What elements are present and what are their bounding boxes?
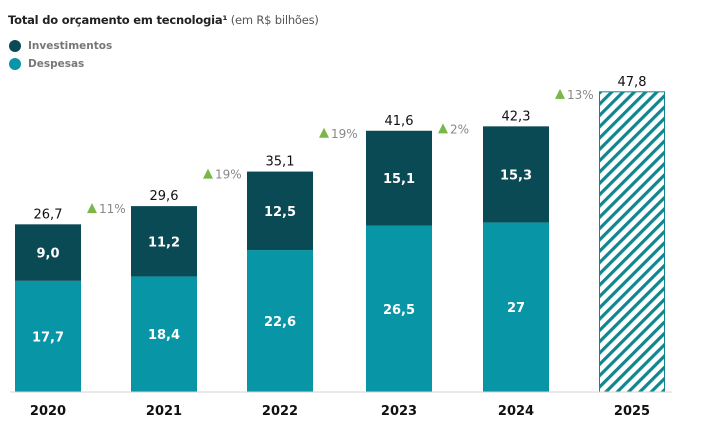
growth-label-1: 11%	[99, 202, 126, 216]
data-label-despesas-2023: 26,5	[383, 303, 415, 318]
total-label-2020: 26,7	[34, 207, 63, 222]
x-tick-label-2020: 2020	[30, 404, 66, 419]
chart-title: Total do orçamento em tecnologia¹ (em R$…	[8, 13, 319, 27]
bar-despesas-2021	[131, 276, 197, 392]
total-label-2025: 47,8	[618, 75, 647, 90]
x-tick-label-2022: 2022	[262, 404, 298, 419]
data-label-despesas-2024: 27	[507, 301, 525, 316]
data-label-investimentos-2024: 15,3	[500, 168, 532, 183]
legend-label-investimentos: Investimentos	[28, 40, 113, 52]
bar-forecast-2025	[599, 91, 665, 393]
data-label-investimentos-2023: 15,1	[383, 172, 415, 187]
data-label-despesas-2021: 18,4	[148, 328, 180, 343]
legend-item-investimentos: Investimentos	[9, 40, 112, 52]
bar-investimentos-2022	[247, 171, 313, 251]
growth-label-3: 19%	[331, 127, 358, 141]
bar-investimentos-2020	[15, 224, 81, 281]
data-label-despesas-2022: 22,6	[264, 315, 296, 330]
bar-despesas-2023	[366, 225, 432, 392]
growth-arrow-icon-1	[87, 203, 97, 214]
growth-label-5: 13%	[567, 88, 594, 102]
legend-item-despesas: Despesas	[9, 58, 84, 70]
bar-despesas-2020	[15, 280, 81, 392]
growth-arrow-icon-5	[555, 88, 565, 99]
data-label-investimentos-2021: 11,2	[148, 235, 180, 250]
data-label-investimentos-2020: 9,0	[36, 247, 59, 262]
x-tick-label-2023: 2023	[381, 404, 417, 419]
growth-arrow-icon-2	[203, 168, 213, 179]
bar-investimentos-2023	[366, 130, 432, 226]
x-tick-label-2025: 2025	[614, 404, 650, 419]
growth-arrow-icon-3	[319, 127, 329, 138]
legend-swatch-despesas	[9, 58, 21, 70]
total-label-2021: 29,6	[150, 189, 179, 204]
total-label-2022: 35,1	[266, 155, 295, 170]
growth-arrow-icon-4	[438, 123, 448, 134]
total-label-2024: 42,3	[502, 109, 531, 124]
x-tick-label-2021: 2021	[146, 404, 182, 419]
growth-label-4: 2%	[450, 122, 469, 136]
legend-label-despesas: Despesas	[28, 58, 85, 70]
x-tick-label-2024: 2024	[498, 404, 534, 419]
data-label-investimentos-2022: 12,5	[264, 205, 296, 220]
bar-investimentos-2021	[131, 206, 197, 277]
bar-despesas-2022	[247, 250, 313, 392]
bar-investimentos-2024	[483, 126, 549, 223]
chart-title-text: Total do orçamento em tecnologia¹	[8, 13, 228, 27]
total-label-2023: 41,6	[385, 114, 414, 129]
chart-subtitle: (em R$ bilhões)	[230, 13, 319, 27]
growth-label-2: 19%	[215, 168, 242, 182]
bar-despesas-2024	[483, 222, 549, 392]
data-label-despesas-2020: 17,7	[32, 330, 64, 345]
legend-swatch-investimentos	[9, 40, 21, 52]
